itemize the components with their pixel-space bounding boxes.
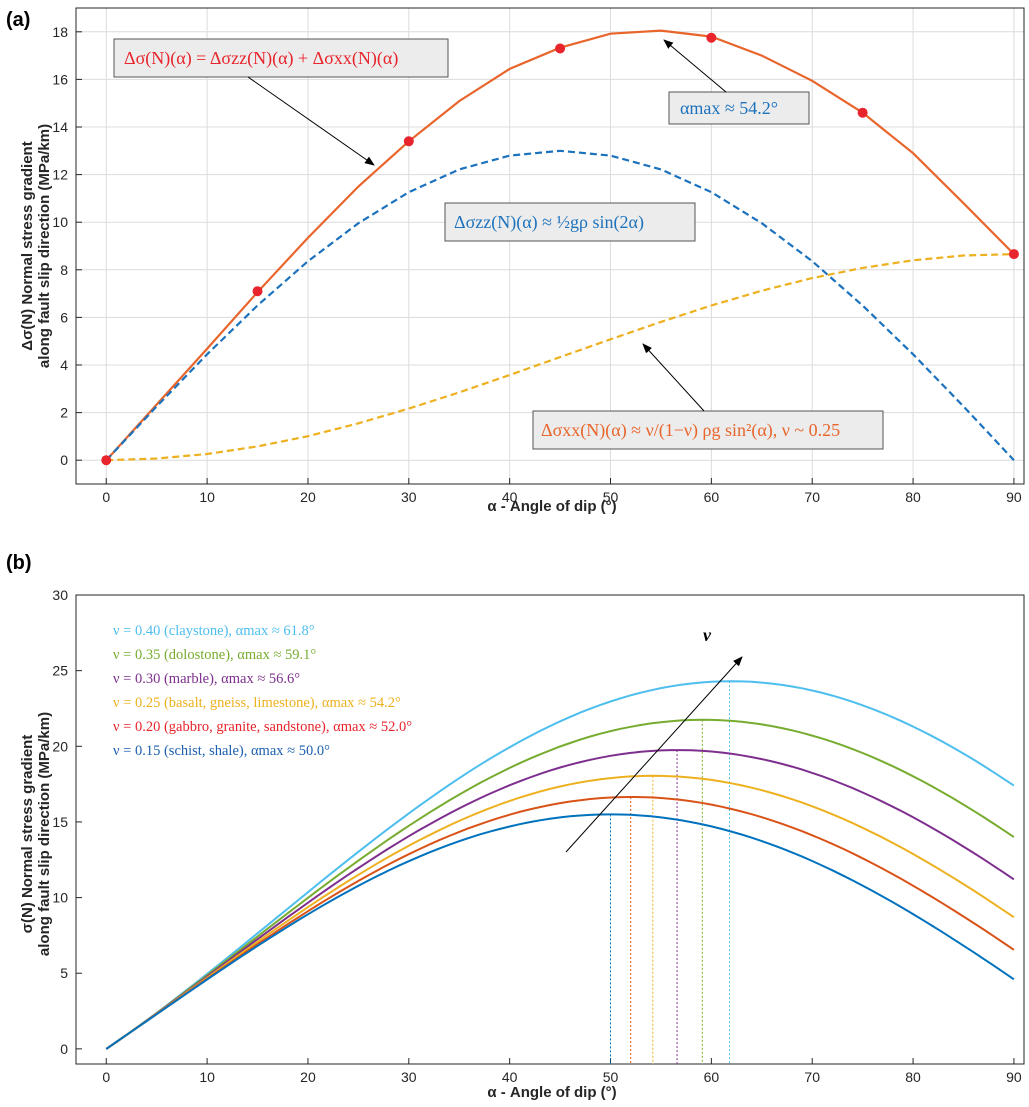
panel-b-xtick-label: 10: [199, 1069, 215, 1085]
panel-a-marker-point: [1008, 249, 1019, 260]
panel-a-y-ticks: 0 2 4 6 8 10 12 14 16 18: [52, 24, 82, 468]
panel-a-xtick-label: 40: [502, 489, 518, 505]
panel-a-label: (a): [6, 9, 30, 31]
panel-a-ytick-label: 16: [52, 71, 68, 87]
panel-a-marker-point: [252, 286, 263, 297]
panel-a-xtick-label: 60: [704, 489, 720, 505]
panel-a-xtick-label: 90: [1006, 489, 1022, 505]
panel-a-xtick-label: 20: [300, 489, 316, 505]
legend-entry-nu-025: ν = 0.25 (basalt, gneiss, limestone), αm…: [113, 695, 401, 711]
panel-b-ytick-label: 30: [52, 587, 68, 603]
panel-b-series-0: [105, 680, 1015, 1050]
panel-a-series-0: [105, 29, 1015, 461]
panel-b-x-ticks: 0 10 20 30 40 50 60 70 80 90: [102, 1058, 1022, 1085]
annotation-max-arrow: [663, 39, 727, 93]
annotation-total-arrow: [247, 76, 375, 166]
chart-panel-a: 0 10 20 30 40 50 60 70 80 90 0 2 4 6 8 10 12 14 16 18 α - …: [19, 7, 1025, 515]
panel-a-marker-point: [706, 32, 717, 43]
panel-a-xtick-label: 80: [905, 489, 921, 505]
panel-a-series-1: [105, 149, 1015, 461]
panel-b-ytick-label: 10: [52, 890, 68, 906]
panel-b-xtick-label: 80: [905, 1069, 921, 1085]
panel-b-series-5: [105, 813, 1015, 1050]
panel-b-series-4: [105, 795, 1015, 1050]
panel-a-markers: [101, 32, 1019, 466]
panel-a-xlabel: α - Angle of dip (°): [487, 498, 616, 515]
panel-a-ylabel-line1: Δσ(N) Normal stress gradient: [19, 141, 36, 350]
panel-b-xtick-label: 20: [300, 1069, 316, 1085]
panel-b-series-3: [105, 774, 1015, 1050]
panel-b-xtick-label: 90: [1006, 1069, 1022, 1085]
panel-b-ytick-label: 0: [60, 1041, 68, 1057]
nu-increase-arrow: [565, 656, 743, 853]
panel-b-ytick-label: 5: [60, 965, 68, 981]
annotation-xx-box: [532, 410, 884, 450]
panel-a-series-2: [106, 253, 1014, 462]
panel-a-ytick-label: 8: [60, 262, 68, 278]
panel-a-marker-point: [101, 455, 112, 466]
panel-b-alpha-max-lines: [610, 681, 731, 1064]
panel-a-series: [105, 29, 1015, 462]
panel-b-legend: ν = 0.40 (claystone), αmax ≈ 61.8° ν = 0…: [113, 623, 412, 759]
panel-b-series: [105, 680, 1015, 1050]
panel-a-xtick-label: 30: [401, 489, 417, 505]
panel-a-ytick-label: 18: [52, 24, 68, 40]
panel-a-axes-box: [75, 7, 1025, 485]
panel-a-xtick-label: 70: [804, 489, 820, 505]
panel-b-xtick-label: 0: [102, 1069, 110, 1085]
panel-b-xtick-label: 30: [401, 1069, 417, 1085]
annotation-max-box: [668, 91, 810, 125]
panel-a-ytick-label: 14: [52, 119, 68, 135]
panel-b-series-1: [105, 718, 1015, 1050]
panel-b-ytick-label: 25: [52, 663, 68, 679]
chart-panel-b: 0 10 20 30 40 50 60 70 80 90 0 5 10 15 20 25 30 α - Ang…: [19, 587, 1025, 1101]
legend-entry-nu-020: ν = 0.20 (gabbro, granite, sandstone), α…: [113, 719, 412, 735]
panel-a-ytick-label: 0: [60, 452, 68, 468]
panel-b-xtick-label: 60: [704, 1069, 720, 1085]
panel-b-xtick-label: 40: [502, 1069, 518, 1085]
panel-a-xtick-label: 10: [199, 489, 215, 505]
panel-a-grid: [76, 8, 1024, 484]
panel-a-xtick-label: 50: [603, 489, 619, 505]
legend-entry-nu-030: ν = 0.30 (marble), αmax ≈ 56.6°: [113, 671, 300, 687]
panel-a-ytick-label: 2: [60, 405, 68, 421]
legend-entry-nu-015: ν = 0.15 (schist, shale), αmax ≈ 50.0°: [113, 743, 330, 759]
panel-a-xtick-label: 0: [102, 489, 110, 505]
panel-b-ytick-label: 15: [52, 814, 68, 830]
panel-b-ylabel-line1: σ(N) Normal stress gradient: [19, 735, 36, 934]
panel-a-ytick-label: 10: [52, 214, 68, 230]
annotation-xx-label: Δσxx(N)(α) ≈ ν/(1−ν) ρg sin²(α), ν ~ 0.2…: [541, 420, 840, 441]
annotation-xx-arrow: [642, 343, 705, 412]
panel-b-ylabel-line2: along fault slip direction (MPa/km): [36, 712, 53, 956]
annotation-max-label: αmax ≈ 54.2°: [680, 98, 778, 118]
panel-b-ytick-label: 20: [52, 738, 68, 754]
annotation-zz-label: Δσzz(N)(α) ≈ ½gρ sin(2α): [454, 212, 644, 233]
panel-a-marker-point: [857, 107, 868, 118]
panel-b-axes-box: [75, 594, 1025, 1065]
panel-a-ytick-label: 12: [52, 167, 68, 183]
panel-a-x-ticks: 0 10 20 30 40 50 60 70 80 90: [102, 478, 1022, 505]
panel-b-xtick-label: 70: [804, 1069, 820, 1085]
legend-entry-nu-040: ν = 0.40 (claystone), αmax ≈ 61.8°: [113, 623, 315, 639]
panel-b-label: (b): [6, 552, 32, 574]
annotation-total-box: [113, 38, 449, 78]
annotation-zz-box: [444, 202, 696, 242]
panel-b-xtick-label: 50: [603, 1069, 619, 1085]
panel-b-xlabel: α - Angle of dip (°): [487, 1084, 616, 1101]
panel-a-ytick-label: 6: [60, 309, 68, 325]
nu-arrow-label: ν: [703, 625, 712, 645]
panel-a-marker-point: [555, 43, 566, 54]
panel-b-y-ticks: 0 5 10 15 20 25 30: [52, 587, 82, 1057]
panel-b-series-2: [105, 749, 1015, 1050]
panel-a-ytick-label: 4: [60, 357, 68, 373]
legend-entry-nu-035: ν = 0.35 (dolostone), αmax ≈ 59.1°: [113, 647, 316, 663]
panel-a-ylabel-line2: along fault slip direction (MPa/km): [36, 124, 53, 368]
panel-a-marker-point: [403, 136, 414, 147]
annotation-total-label: Δσ(N)(α) = Δσzz(N)(α) + Δσxx(N)(α): [124, 48, 398, 69]
